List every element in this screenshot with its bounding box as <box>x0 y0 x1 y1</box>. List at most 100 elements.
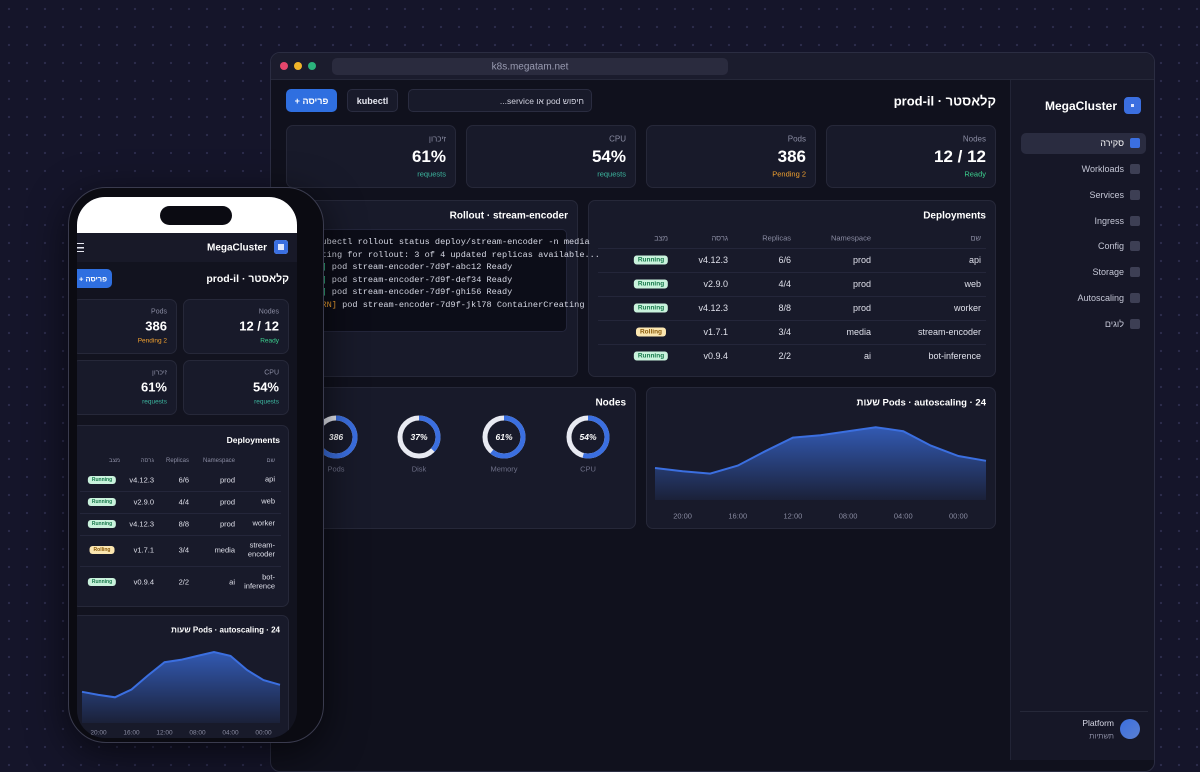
chart-title: Pods · autoscaling · 24 שעות <box>856 397 986 409</box>
status-badge: Running <box>87 476 117 484</box>
stat-value: 54% <box>252 379 279 395</box>
x-tick-label: 04:00 <box>893 511 913 521</box>
gauge-label: CPU <box>580 464 596 474</box>
stat-card <box>466 125 636 188</box>
cell: 8/8 <box>178 519 189 529</box>
gauge-fill <box>397 415 441 459</box>
text-run: pod stream-encoder-7d9f-ghi56 Ready <box>326 287 513 298</box>
stat-sub: Ready <box>260 337 279 345</box>
search-box <box>408 89 592 112</box>
cell: v1.7.1 <box>133 545 154 555</box>
gauge <box>397 415 441 459</box>
stat-sub: Pending 2 <box>137 337 167 345</box>
cell: 4/4 <box>778 279 791 289</box>
gauge-center: 386 <box>328 432 344 442</box>
column-header: מצב <box>654 233 668 243</box>
x-tick-label: 00:00 <box>949 511 968 521</box>
stat-sub: requests <box>597 169 626 179</box>
stat-value: 54% <box>591 147 626 166</box>
status-badge: Rolling <box>89 546 115 554</box>
stat-card <box>286 125 456 188</box>
text-run: $ kubectl rollout status deploy/stream-e… <box>306 237 590 247</box>
stat-sub: requests <box>254 398 279 406</box>
cell: prod <box>219 519 235 529</box>
gauge <box>482 415 526 459</box>
user-name: Platform <box>1082 718 1114 728</box>
brand: MegaCluster <box>206 242 267 253</box>
nav-item: Config <box>1097 241 1124 251</box>
status-badge: Running <box>633 351 669 361</box>
cell: web <box>261 496 275 506</box>
nav-item: Services <box>1089 190 1124 200</box>
stat-sub: requests <box>142 398 167 406</box>
stat-card <box>183 360 289 415</box>
terminal-line: [OK] pod stream-encoder-7d9f-ghi56 Ready <box>306 287 512 297</box>
nav-active <box>1021 133 1146 154</box>
row-separator <box>80 535 281 536</box>
status-badge: Running <box>633 303 669 313</box>
x-tick-label: 00:00 <box>255 729 272 737</box>
row-separator <box>80 491 281 492</box>
notch <box>160 206 232 225</box>
stat-card <box>646 125 816 188</box>
area-line <box>654 426 987 475</box>
cell: v2.9.0 <box>703 279 728 289</box>
cell: ai <box>229 577 235 587</box>
terminal-line: Waiting for rollout: 3 of 4 updated repl… <box>306 250 600 260</box>
panel-title: Rollout · stream-encoder <box>449 210 568 222</box>
deploy-label: + פריסה <box>78 274 108 283</box>
nav-item: Ingress <box>1094 216 1124 226</box>
text-run: pod stream-encoder-7d9f-jkl78 ContainerC… <box>336 300 585 310</box>
x-tick-label: 16:00 <box>728 511 748 521</box>
stat-sub: Ready <box>964 169 986 179</box>
terminal-line: [WARN] pod stream-encoder-7d9f-jkl78 Con… <box>306 300 585 310</box>
page-title: קלאסטר · prod-il <box>893 93 996 109</box>
cell: worker <box>953 303 981 313</box>
gauge-label: Pods <box>327 464 345 474</box>
x-tick-label: 12:00 <box>783 511 803 521</box>
cell: 2/2 <box>778 351 791 361</box>
stat-card <box>183 299 289 354</box>
gauge-center: 61% <box>495 432 513 442</box>
column-header: גרסה <box>711 233 728 243</box>
stat-card <box>77 299 177 354</box>
stat-value: 12 / 12 <box>239 318 279 334</box>
stat-sub: requests <box>417 169 446 179</box>
page-title: קלאסטר · prod-il <box>206 273 289 285</box>
cell: ai <box>863 351 871 361</box>
nav-icon <box>1130 267 1140 277</box>
cell: media <box>846 327 871 337</box>
x-tick-label: 08:00 <box>189 729 206 737</box>
cell: 2/2 <box>178 577 189 587</box>
nav-item: Workloads <box>1081 164 1124 174</box>
nav-icon <box>1130 138 1140 148</box>
stat-card <box>826 125 996 188</box>
gauge-fill <box>482 415 526 459</box>
search-placeholder: חיפוש pod או service... <box>499 95 584 106</box>
area-fill <box>82 652 280 723</box>
deploy-label: + פריסה <box>294 95 329 106</box>
cell: bot-inference <box>928 351 981 361</box>
nav-item: Storage <box>1092 267 1124 277</box>
gauge <box>566 415 610 459</box>
stat-sub: Pending 2 <box>772 169 806 179</box>
nav-icon <box>1130 319 1140 329</box>
gauge-fill <box>566 415 610 459</box>
column-header: שם <box>266 458 275 464</box>
area-chart <box>81 650 281 723</box>
x-tick-label: 16:00 <box>123 729 140 737</box>
area-line <box>81 650 281 699</box>
brand-icon <box>1124 97 1141 114</box>
terminal-line: [OK] pod stream-encoder-7d9f-abc12 Ready <box>306 262 512 272</box>
nav-item: Autoscaling <box>1077 293 1124 303</box>
cell: 3/4 <box>178 545 189 555</box>
cell: api <box>968 255 981 265</box>
gauge-center: 37% <box>410 432 428 442</box>
stat-value: 61% <box>411 147 446 166</box>
cell: v0.9.4 <box>133 577 154 587</box>
column-header: Namespace <box>830 233 871 243</box>
status-badge: Rolling <box>635 327 667 337</box>
cell: prod <box>852 279 871 289</box>
kubectl-button <box>347 89 398 112</box>
cell: v4.12.3 <box>698 255 728 265</box>
